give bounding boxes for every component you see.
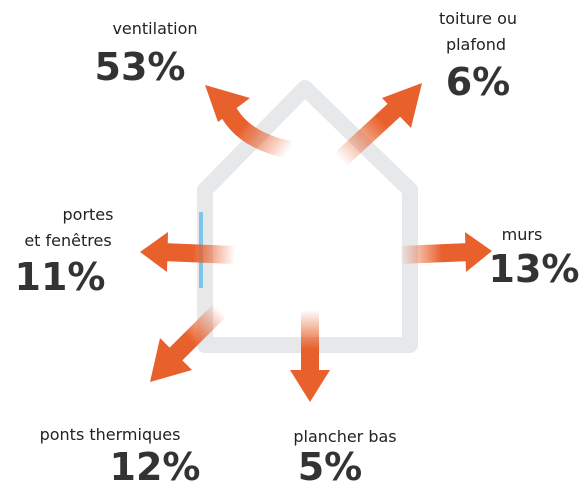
percent: 53% [95, 45, 186, 89]
label: murs [502, 225, 543, 244]
arrow-walls [399, 243, 471, 264]
label: et fenêtres [24, 231, 111, 250]
arrow-doors [161, 243, 236, 264]
arrow-bridges [165, 303, 227, 365]
label: toiture ou [439, 9, 517, 28]
percent: 11% [15, 255, 106, 299]
label: plafond [446, 35, 506, 54]
percent: 5% [298, 445, 363, 489]
arrow-head [140, 232, 168, 272]
labels: ventilation 53% toiture ou plafond 6% mu… [15, 9, 580, 489]
percent: 12% [110, 445, 201, 489]
arrow-head [205, 85, 250, 122]
label: plancher bas [293, 427, 396, 446]
arrow-heads [140, 83, 492, 402]
arrow-head [465, 232, 492, 272]
percent: 13% [489, 247, 580, 291]
label: ponts thermiques [40, 425, 181, 444]
arrow-head [150, 338, 192, 382]
percent: 6% [446, 60, 511, 104]
arrow-head [290, 370, 330, 402]
label: ventilation [112, 19, 197, 38]
label: portes [63, 205, 114, 224]
arrow-head [382, 83, 422, 128]
